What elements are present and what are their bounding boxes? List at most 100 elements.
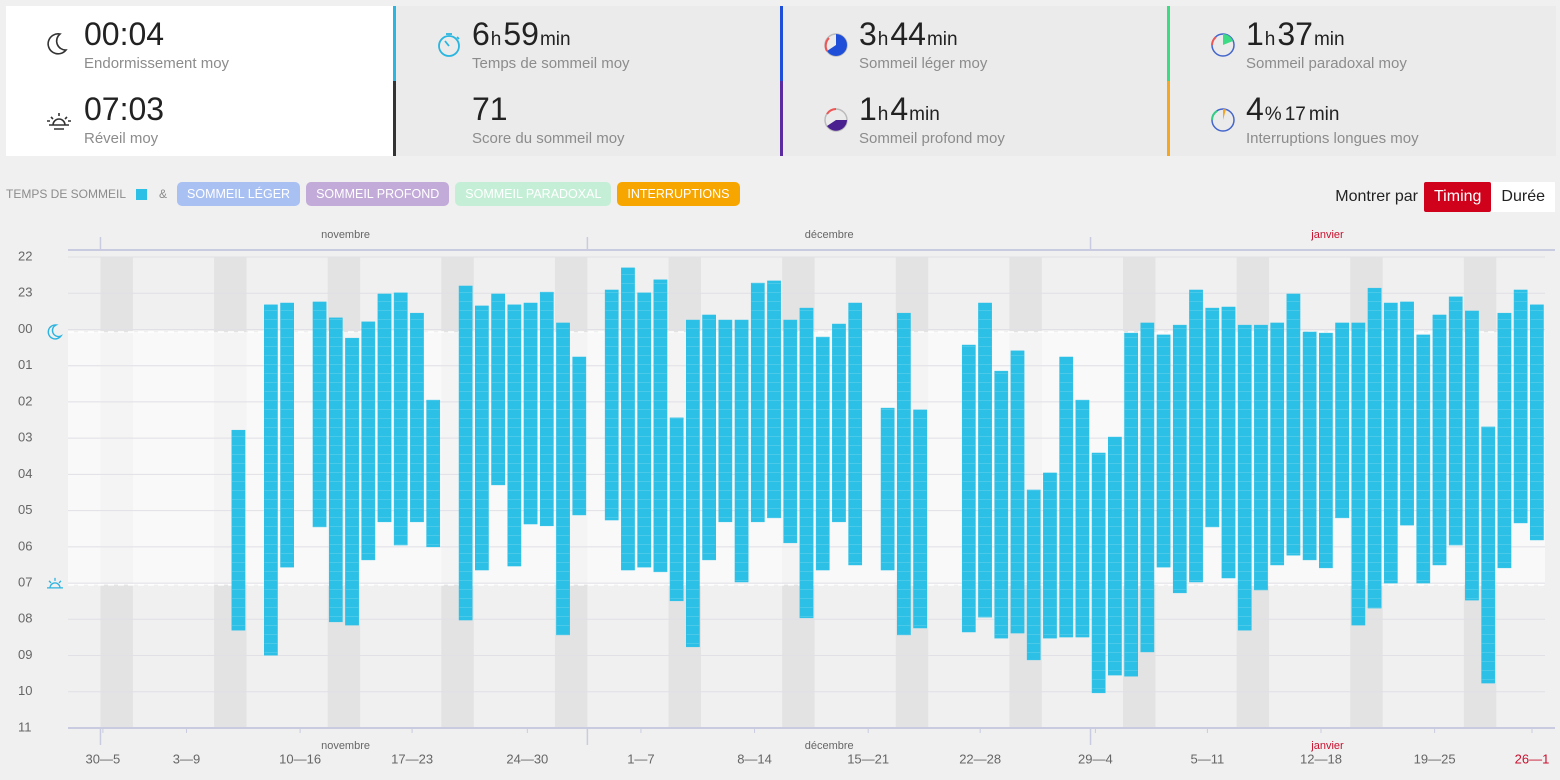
weekend-band: [554, 257, 588, 728]
legend-title: TEMPS DE SOMMEIL: [6, 187, 127, 201]
sleep-bar: [653, 279, 668, 573]
sleep-bar: [1221, 306, 1236, 579]
sleep-bar: [799, 307, 814, 619]
stat-value-part: 71: [472, 91, 508, 127]
sleep-bar: [572, 356, 587, 516]
legend-filter[interactable]: INTERRUPTIONS: [617, 182, 740, 206]
sleep-bar: [637, 292, 652, 568]
weekend-band: [1463, 257, 1497, 728]
legend-filter[interactable]: SOMMEIL LÉGER: [177, 182, 301, 206]
sleep-bar: [312, 301, 327, 528]
y-tick-label: 05: [18, 502, 32, 517]
stat-value-part: h: [877, 29, 889, 50]
stat-value-part: 37: [1277, 16, 1313, 52]
weekend-band: [668, 257, 701, 728]
weekend-band: [895, 257, 929, 728]
stat-icon: [824, 108, 848, 132]
sleep-bar: [426, 399, 441, 548]
stat-value: 71: [472, 93, 508, 125]
stat-value-part: 44: [890, 16, 926, 52]
sleep-bar: [345, 337, 359, 626]
stat-value-part: h: [877, 104, 889, 125]
sleep-bar: [1026, 489, 1041, 661]
x-tick-label: 30—5: [86, 751, 121, 766]
sleep-bar: [669, 417, 684, 602]
x-tick-label: 1—7: [627, 751, 654, 766]
y-tick-label: 23: [18, 285, 32, 300]
sleep-bar: [978, 302, 992, 618]
sleep-bar: [475, 305, 489, 571]
sleep-bar: [1270, 322, 1285, 566]
toggle-label: Montrer par: [1335, 188, 1418, 205]
sleep-bar: [410, 312, 424, 523]
month-label: novembre: [321, 229, 370, 241]
sleep-bar: [1156, 334, 1171, 568]
y-tick-label: 00: [18, 321, 32, 336]
month-label: janvier: [1310, 229, 1344, 241]
toggle-option[interactable]: Durée: [1491, 182, 1555, 212]
y-tick-label: 01: [18, 357, 32, 372]
sleep-bar: [1172, 324, 1187, 594]
sleep-bar: [458, 285, 473, 621]
y-tick-label: 10: [18, 683, 32, 698]
stat-value-part: min: [926, 29, 958, 50]
sleep-bar: [1043, 472, 1057, 639]
weekend-band: [782, 257, 815, 728]
sleep-bar: [1335, 322, 1349, 519]
stat-value-part: min: [539, 29, 571, 50]
sleep-bar: [1351, 322, 1366, 626]
stat-label: Sommeil paradoxal moy: [1246, 55, 1407, 72]
sleep-bar: [1091, 452, 1106, 694]
sleep-bar: [328, 317, 343, 623]
legend-filter[interactable]: SOMMEIL PROFOND: [306, 182, 450, 206]
sleep-bar: [994, 370, 1009, 639]
stat-value-part: 4: [1246, 91, 1264, 127]
legend-filter[interactable]: SOMMEIL PARADOXAL: [455, 182, 612, 206]
stat-label: Endormissement moy: [84, 55, 230, 72]
stat-value: 07:03: [84, 93, 164, 125]
weekend-band: [100, 257, 133, 728]
weekend-band: [1350, 257, 1383, 728]
sleep-bar: [231, 429, 246, 631]
toggle-option[interactable]: Timing: [1424, 182, 1492, 212]
stat-card: 6h59min Temps de sommeil moy: [393, 6, 780, 81]
month-label: décembre: [805, 229, 854, 241]
stat-card: 1h37min Sommeil paradoxal moy: [1167, 6, 1556, 81]
sleep-bar: [621, 267, 635, 571]
sleep-bar: [507, 304, 522, 567]
sleep-bar: [1108, 436, 1122, 676]
weekend-band: [214, 257, 247, 728]
month-label: décembre: [805, 740, 854, 752]
sleep-bar: [1319, 332, 1333, 569]
weekend-band: [1123, 257, 1156, 728]
sleep-bar: [1059, 356, 1074, 638]
weekend-band: [327, 257, 361, 728]
sleep-bar: [1383, 302, 1398, 584]
stats-panel: 00:04 Endormissement moy 07:03 Réveil moy 6h…: [6, 6, 1556, 156]
y-tick-label: 09: [18, 647, 32, 662]
sleep-bar: [1286, 293, 1301, 556]
stat-label: Sommeil léger moy: [859, 55, 988, 72]
sleep-bar: [491, 293, 505, 486]
stat-value-part: 1: [1246, 16, 1264, 52]
stat-value: 6h59min: [472, 18, 573, 50]
y-tick-label: 03: [18, 430, 32, 445]
sleep-bar: [897, 312, 911, 636]
stat-label: Temps de sommeil moy: [472, 55, 630, 72]
sleep-bar: [604, 289, 619, 521]
x-tick-label: 15—21: [847, 751, 889, 766]
legend-joiner: &: [159, 187, 168, 201]
sleep-bar: [686, 319, 700, 648]
stat-icon: [47, 113, 71, 130]
stat-card: 71 Score du sommeil moy: [393, 81, 780, 156]
sleep-bar: [1513, 289, 1528, 524]
stat-icon: [824, 33, 848, 57]
sleep-bar: [264, 304, 278, 656]
stat-value-part: min: [1313, 29, 1345, 50]
x-tick-label: 10—16: [279, 751, 321, 766]
stat-value: 1h37min: [1246, 18, 1347, 50]
x-tick-label: 29—4: [1078, 751, 1113, 766]
stat-icon: [1211, 108, 1235, 132]
sleep-bar: [1124, 332, 1138, 677]
sleep-bar: [1465, 310, 1479, 601]
